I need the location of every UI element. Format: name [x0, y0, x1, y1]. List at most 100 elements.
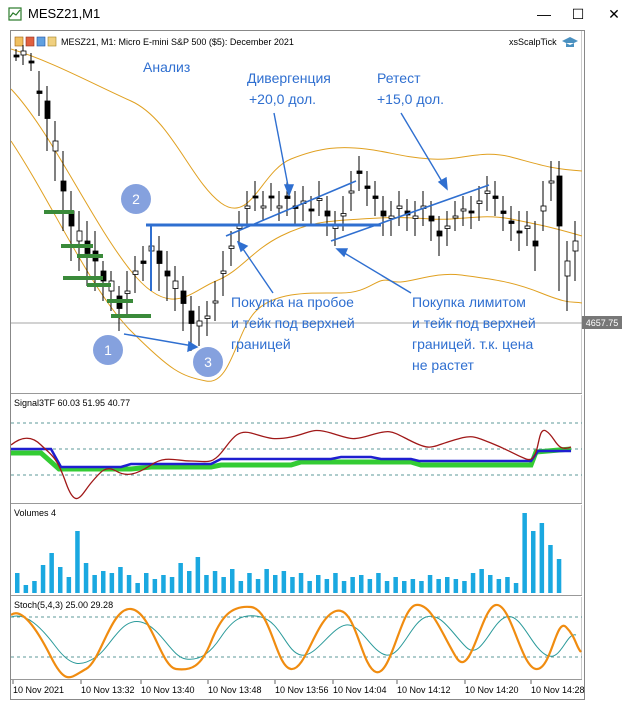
volume-bar	[58, 567, 63, 593]
candle	[484, 190, 491, 194]
candle	[13, 54, 20, 58]
current-price-tag: 4657.75	[582, 316, 622, 329]
volume-pane[interactable]: Volumes 4 4386	[11, 505, 582, 596]
volume-bar	[488, 575, 493, 593]
volume-bar	[505, 577, 510, 593]
volume-bar	[290, 577, 295, 593]
time-tick-label: 10 Nov 14:12	[397, 685, 451, 695]
candle	[260, 205, 267, 209]
volume-bar	[118, 567, 123, 593]
candle	[228, 245, 235, 249]
candle	[316, 198, 323, 201]
volume-bar	[255, 579, 261, 593]
volume-bar	[341, 581, 347, 593]
volume-bar	[307, 581, 312, 593]
volume-bars	[15, 513, 562, 593]
candle	[460, 208, 467, 212]
candle	[172, 280, 179, 289]
candle	[340, 213, 347, 217]
volume-bar	[522, 513, 527, 593]
level-markers	[44, 210, 151, 318]
candle	[324, 210, 331, 217]
volume-bar	[109, 573, 115, 593]
svg-text:4657.75: 4657.75	[586, 318, 619, 328]
candle	[572, 240, 579, 252]
buy-limit-line4: не растет	[412, 357, 475, 373]
volume-bar	[169, 577, 175, 593]
stoch-signal-line	[11, 615, 577, 665]
volume-bar	[195, 557, 201, 593]
stoch-main-line	[11, 603, 582, 679]
candle	[60, 180, 67, 192]
candle	[284, 195, 291, 199]
retest-label: Ретест	[377, 70, 421, 86]
window-titlebar[interactable]: MESZ21,M1 — ☐ ✕	[0, 0, 643, 28]
price-pane[interactable]: MESZ21, M1: Micro E-mini S&P 500 ($5): D…	[11, 31, 582, 394]
buy-limit-line2: и тейк под верхней	[412, 315, 536, 331]
annotation-arrows	[123, 112, 448, 353]
volume-bar	[161, 575, 166, 593]
candle	[36, 90, 43, 94]
svg-text:1: 1	[104, 342, 112, 358]
buy-limit-line3: границей. т.к. цена	[412, 336, 534, 352]
volumes-title: Volumes 4	[14, 508, 56, 518]
indicator-label: xsScalpTick	[509, 37, 557, 47]
lower-band	[11, 140, 582, 382]
volume-bar	[539, 523, 545, 593]
time-tick-label: 10 Nov 13:40	[141, 685, 195, 695]
step-circle-1: 1	[93, 335, 123, 365]
time-tick-label: 10 Nov 14:04	[333, 685, 387, 695]
candle	[188, 310, 195, 324]
candle	[140, 260, 147, 264]
volume-bar	[359, 575, 364, 593]
volume-bar	[101, 571, 106, 593]
retest-value: +15,0 дол.	[377, 91, 444, 107]
divergence-trendline	[225, 180, 357, 237]
candle	[540, 205, 547, 212]
candle	[76, 230, 83, 242]
divergence-value: +20,0 дол.	[249, 91, 316, 107]
volume-bar	[273, 575, 278, 593]
volume-bar	[410, 579, 416, 593]
candle	[308, 208, 315, 212]
time-tick-label: 10 Nov 13:32	[81, 685, 135, 695]
candle	[244, 205, 251, 209]
volume-bar	[135, 583, 140, 593]
volume-bar	[298, 573, 304, 593]
candle	[428, 215, 435, 222]
candle	[212, 300, 219, 304]
signal-pane[interactable]: Signal3TF 60.03 51.95 40.77 100.0075.005…	[11, 395, 582, 504]
maximize-button[interactable]: ☐	[571, 6, 585, 22]
candle	[164, 270, 171, 277]
stoch-pane[interactable]: Stoch(5,4,3) 25.00 29.28 100.0075.0025.0…	[11, 597, 582, 680]
candle	[348, 190, 355, 194]
signal-green-line	[11, 446, 572, 472]
candle	[492, 195, 499, 199]
volume-bar	[66, 577, 72, 593]
volume-bar	[350, 577, 355, 593]
candle	[44, 100, 51, 119]
candle	[508, 220, 515, 224]
volume-bar	[496, 579, 502, 593]
time-tick-label: 10 Nov 14:20	[465, 685, 519, 695]
time-tick-label: 10 Nov 14:28	[531, 685, 585, 695]
candle	[364, 185, 371, 189]
volume-bar	[470, 573, 476, 593]
volume-bar	[204, 575, 209, 593]
candle	[196, 320, 203, 327]
candle	[180, 290, 187, 304]
volume-bar	[23, 585, 29, 593]
retest-trendline	[330, 184, 490, 242]
volume-bar	[445, 577, 450, 593]
candle	[20, 50, 27, 56]
volume-bar	[513, 583, 519, 593]
candle	[124, 290, 131, 294]
volume-bar	[49, 553, 54, 593]
minimize-button[interactable]: —	[537, 6, 551, 22]
volume-bar	[384, 581, 390, 593]
close-button[interactable]: ✕	[608, 6, 620, 22]
candle	[412, 215, 419, 219]
candle	[564, 260, 571, 277]
price-toolbar-icons[interactable]	[14, 36, 57, 47]
signal-blue-line	[11, 447, 571, 469]
